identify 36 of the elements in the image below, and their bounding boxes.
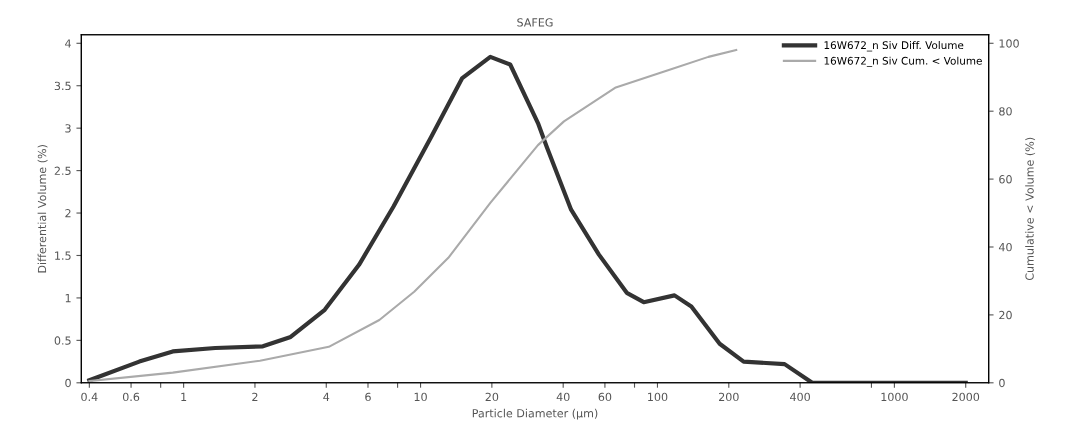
x-axis-title: Particle Diameter (µm)	[472, 408, 598, 420]
y2-tick-label: 40	[998, 242, 1012, 252]
y-tick-label: 1	[65, 294, 71, 303]
y-tick-label: 3	[65, 124, 71, 133]
x-tick-label: 0.6	[122, 392, 140, 402]
y2-tick-label: 60	[999, 175, 1012, 184]
x-tick-label: 1	[181, 392, 187, 401]
x-tick-label: 20	[485, 392, 499, 402]
y-tick-label: 0.5	[54, 336, 71, 345]
x-tick-label: 40	[556, 392, 570, 402]
x-tick-label: 1000	[881, 392, 908, 402]
y-axis-title: Differential Volume (%)	[37, 145, 48, 273]
x-tick-label: 200	[719, 392, 739, 402]
x-tick-label: 100	[648, 392, 668, 402]
y2-axis-title: Cumulative < Volume (%)	[1025, 137, 1036, 281]
x-tick-label: 6	[365, 392, 371, 402]
x-tick-label: 4	[323, 392, 330, 401]
x-tick-label: 2	[252, 392, 258, 401]
x-tick-label: 10	[414, 392, 427, 402]
y-tick-label: 4	[65, 39, 71, 48]
chart-title: SAFEG	[517, 18, 553, 27]
x-tick-label: 2000	[952, 392, 980, 402]
legend-label: 16W672_n Siv Diff. Volume	[824, 41, 964, 52]
y-tick-label: 2	[65, 209, 71, 218]
y2-tick-label: 20	[999, 310, 1012, 320]
x-tick-label: 400	[790, 392, 810, 402]
legend-label: 16W672_n Siv Cum. < Volume	[824, 56, 982, 67]
x-tick-label: 60	[598, 392, 612, 402]
y2-tick-label: 80	[999, 107, 1012, 116]
y-tick-label: 1.5	[55, 251, 71, 260]
y-tick-label: 3.5	[54, 81, 71, 91]
x-tick-label: 0.4	[81, 392, 98, 402]
y2-tick-label: 0	[999, 378, 1005, 388]
y-tick-label: 2.5	[54, 166, 71, 175]
y2-tick-label: 100	[999, 39, 1019, 48]
y-tick-label: 0	[65, 378, 71, 388]
